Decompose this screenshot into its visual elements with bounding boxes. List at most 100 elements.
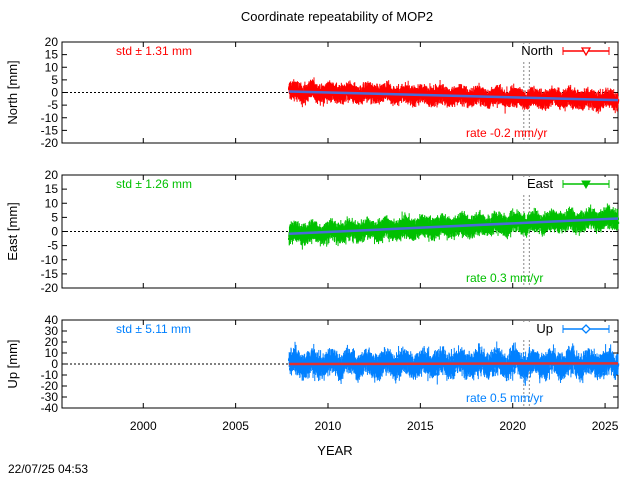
data-point [426, 98, 429, 101]
data-point [295, 92, 299, 95]
data-point [517, 223, 521, 227]
y-tick-label: 0 [51, 225, 58, 239]
data-point [351, 224, 354, 227]
data-point [530, 98, 533, 101]
data-point [373, 233, 376, 237]
data-point [483, 99, 487, 103]
y-tick-label: 5 [51, 210, 58, 224]
data-point [496, 226, 500, 229]
data-point [527, 224, 531, 227]
data-point [384, 221, 388, 224]
y-axis-label: North [mm] [5, 60, 20, 124]
data-point [521, 93, 524, 97]
data-point [569, 93, 573, 97]
data-point [509, 227, 512, 230]
data-point [448, 223, 452, 226]
data-point [457, 220, 460, 223]
legend: North [515, 43, 614, 62]
y-tick-label: 5 [51, 73, 58, 87]
data-point [501, 100, 505, 103]
data-point [291, 236, 294, 239]
y-tick-label: -10 [41, 111, 59, 125]
data-point [445, 229, 449, 233]
data-point [535, 92, 539, 96]
data-point [413, 90, 417, 93]
y-tick-label: 20 [45, 35, 59, 49]
data-point [361, 232, 364, 236]
data-point [347, 88, 350, 91]
data-point [499, 91, 502, 94]
data-point [379, 95, 383, 98]
y-tick-label: -20 [41, 136, 59, 150]
data-point [342, 228, 345, 232]
data-point [496, 98, 499, 102]
data-point [438, 86, 442, 90]
data-point [432, 90, 435, 93]
y-axis-label: East [mm] [5, 202, 20, 261]
data-point [349, 85, 352, 88]
data-point [306, 93, 310, 97]
data-point [503, 94, 507, 97]
data-point [442, 221, 446, 225]
data-point [394, 96, 398, 99]
data-point [515, 98, 519, 101]
data-point [597, 105, 600, 108]
data-point [553, 225, 556, 229]
y-tick-label: 15 [45, 48, 59, 62]
data-point [329, 232, 332, 236]
data-point [366, 232, 370, 236]
data-point [616, 99, 620, 102]
data-point [427, 231, 431, 234]
data-point [429, 92, 432, 95]
data-point [362, 89, 365, 92]
y-tick-label: -5 [47, 239, 58, 253]
data-point [313, 84, 316, 88]
y-tick-label: 20 [45, 168, 59, 182]
legend-marker [580, 47, 592, 57]
y-tick-label: 10 [45, 196, 59, 210]
data-point [367, 223, 370, 227]
data-point [573, 90, 576, 93]
y-tick-label: 10 [45, 60, 59, 74]
legend-label: North [521, 43, 553, 58]
data-point [340, 88, 344, 92]
data-point [430, 232, 433, 235]
std-annotation: std ± 1.31 mm [116, 44, 192, 58]
data-point [396, 98, 399, 102]
data-point [525, 229, 528, 232]
data-point [370, 95, 373, 99]
y-tick-label: -5 [47, 98, 58, 112]
data-point [443, 229, 446, 232]
y-tick-label: 15 [45, 182, 59, 196]
data-point [361, 95, 364, 98]
y-tick-label: 0 [51, 86, 58, 100]
y-tick-label: -10 [41, 253, 59, 267]
data-point [310, 232, 314, 236]
data-point [343, 89, 346, 92]
y-tick-label: -20 [41, 281, 59, 295]
data-point [524, 98, 528, 102]
data-point [442, 89, 445, 92]
data-point [599, 96, 602, 99]
data-point [548, 101, 551, 104]
data-point [540, 94, 543, 97]
data-point [434, 90, 437, 94]
data-point [414, 97, 417, 100]
data-point [389, 230, 392, 234]
figure-title: Coordinate repeatability of MOP2 [241, 9, 433, 24]
data-point [437, 221, 440, 224]
data-point [503, 103, 507, 107]
rate-annotation: rate -0.2 mm/yr [466, 126, 547, 140]
data-point [576, 224, 580, 228]
data-point [459, 216, 463, 219]
data-point [408, 232, 412, 236]
data-point [563, 103, 567, 106]
data-point [346, 225, 349, 228]
data-point [332, 89, 335, 92]
data-point [295, 227, 299, 231]
data-point [491, 226, 494, 229]
data-point [433, 230, 436, 233]
